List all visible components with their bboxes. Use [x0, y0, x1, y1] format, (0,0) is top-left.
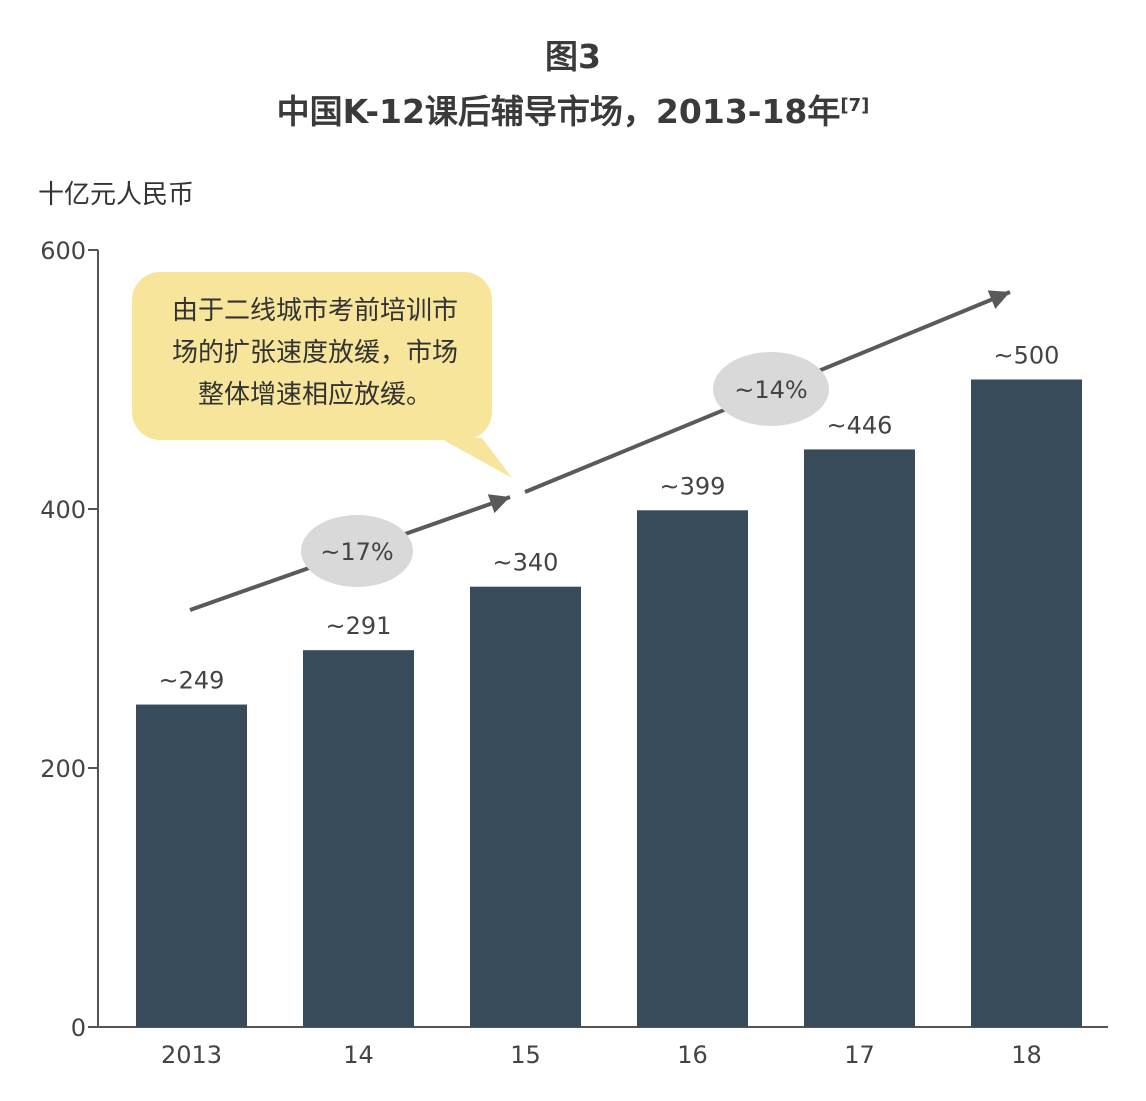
- callout-text: 由于二线城市考前培训市 场的扩张速度放缓，市场 整体增速相应放缓。: [150, 290, 480, 416]
- x-tick-label: 16: [677, 1041, 708, 1069]
- growth-rate-label: ~14%: [734, 376, 807, 404]
- y-tick-label: 200: [40, 755, 86, 783]
- y-tick-label: 0: [71, 1014, 86, 1042]
- bar: [136, 704, 247, 1027]
- bar-value-label: ~399: [660, 472, 726, 500]
- y-tick-label: 400: [40, 496, 86, 524]
- bar-value-label: ~446: [827, 411, 893, 439]
- x-tick-label: 14: [343, 1041, 374, 1069]
- callout-line: 由于二线城市考前培训市: [171, 296, 458, 326]
- y-axis-unit-label: 十亿元人民币: [38, 180, 195, 210]
- callout-box: [132, 272, 492, 440]
- growth-arrow-1-head: [487, 494, 510, 514]
- title-reference: [7]: [840, 95, 870, 116]
- chart-title-text: 中国K-12课后辅导市场，2013-18年: [276, 92, 841, 131]
- growth-rate-ellipse: [713, 352, 829, 426]
- y-tick-label: 600: [40, 237, 86, 265]
- growth-rate-ellipse: [301, 515, 413, 587]
- callout-line: 场的扩张速度放缓，市场: [171, 338, 458, 368]
- growth-rate-label: ~17%: [320, 538, 393, 566]
- bar-value-label: ~500: [994, 342, 1060, 370]
- x-tick-label: 15: [510, 1041, 541, 1069]
- bar: [971, 379, 1082, 1027]
- x-tick-label: 2013: [161, 1041, 222, 1069]
- callout-line: 整体增速相应放缓。: [197, 380, 432, 410]
- bar: [804, 449, 915, 1027]
- bar: [637, 510, 748, 1027]
- figure-number: 图3: [545, 37, 601, 76]
- x-tick-label: 18: [1011, 1041, 1042, 1069]
- callout-pointer: [440, 438, 512, 478]
- growth-arrow-2-head: [987, 290, 1010, 309]
- chart-title: 中国K-12课后辅导市场，2013-18年[7]: [0, 85, 1146, 133]
- bar: [470, 586, 581, 1027]
- bar-value-label: ~249: [159, 667, 225, 695]
- bar-value-label: ~340: [493, 549, 559, 577]
- x-tick-label: 17: [844, 1041, 875, 1069]
- bar-value-label: ~291: [326, 612, 392, 640]
- bar: [303, 650, 414, 1027]
